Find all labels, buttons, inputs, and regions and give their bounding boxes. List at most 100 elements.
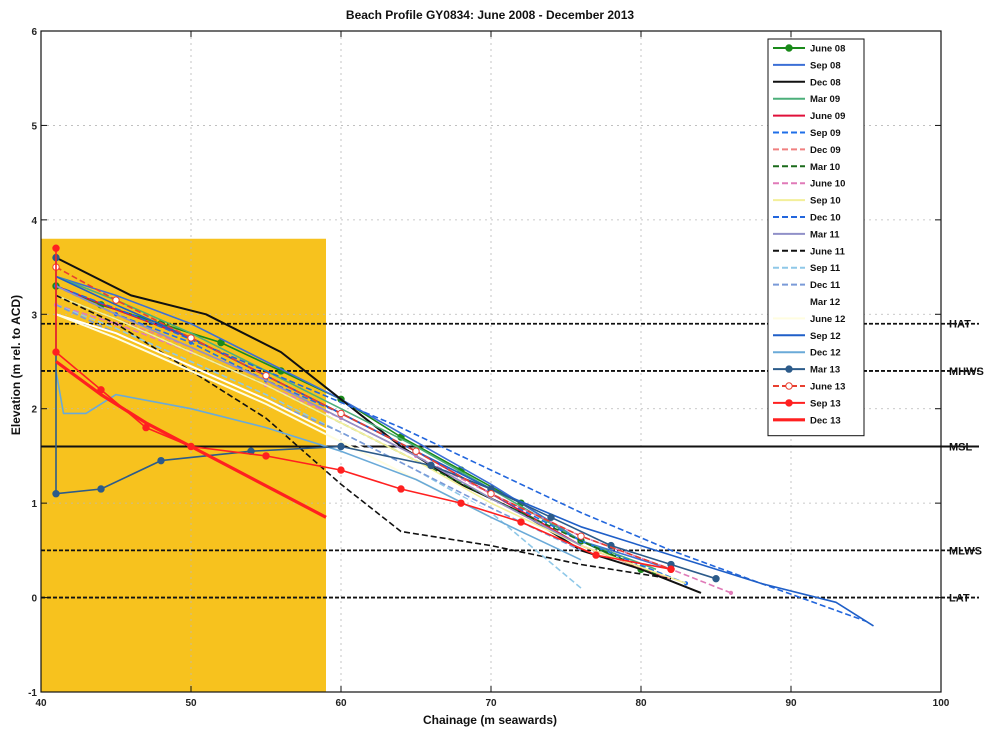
y-tick-label: 2 (31, 405, 37, 416)
series-sep-10 (55, 294, 687, 585)
series-mar-12 (55, 313, 492, 514)
series-dec-13 (55, 360, 327, 519)
legend-label-june-11: June 11 (810, 246, 846, 257)
series-point-june-13 (487, 490, 495, 498)
reference-label-msl: MSL (949, 441, 973, 453)
x-tick-label: 100 (933, 698, 950, 709)
series-mar-13 (52, 253, 720, 583)
y-tick-label: 5 (31, 121, 37, 132)
legend-label-mar-13: Mar 13 (810, 365, 840, 376)
series-line-mar-12 (55, 313, 492, 514)
legend-label-mar-10: Mar 10 (810, 162, 840, 173)
series-line-june-10 (55, 304, 732, 594)
series-line-mar-11 (55, 285, 582, 547)
series-line-sep-09 (55, 285, 687, 585)
series-point-june-13 (577, 532, 585, 540)
legend-item-dec-13: Dec 13 (773, 415, 841, 426)
x-tick-label: 90 (785, 698, 797, 709)
series-point-sep-13 (397, 485, 405, 493)
y-tick-label: 3 (31, 310, 37, 321)
legend-label-dec-11: Dec 11 (810, 280, 841, 291)
legend-item-june-10: June 10 (773, 179, 845, 190)
series-point-june-10 (728, 590, 734, 595)
x-tick-label: 70 (485, 698, 497, 709)
y-tick-label: -1 (28, 688, 37, 699)
series-line-sep-13 (55, 248, 672, 570)
legend-label-sep-10: Sep 10 (810, 196, 841, 207)
legend-label-mar-09: Mar 09 (810, 94, 840, 105)
legend-item-sep-13: Sep 13 (773, 398, 841, 409)
legend-item-sep-08: Sep 08 (773, 60, 841, 71)
legend-item-sep-10: Sep 10 (773, 196, 841, 207)
series-point-sep-13 (337, 466, 345, 474)
x-axis-label: Chainage (m seawards) (423, 713, 557, 727)
legend-label-sep-11: Sep 11 (810, 263, 841, 274)
beach-shaded-area (41, 238, 326, 692)
legend-label-june-09: June 09 (810, 111, 845, 122)
legend-label-june-13: June 13 (810, 382, 845, 393)
series-group (52, 244, 874, 627)
series-point-sep-13 (457, 499, 465, 507)
series-line-dec-11 (55, 304, 582, 552)
series-line-mar-09 (55, 275, 657, 570)
y-tick-label: 6 (31, 27, 37, 38)
legend-item-mar-10: Mar 10 (773, 162, 840, 173)
series-point-sep-13 (592, 551, 600, 559)
series-dec-10 (55, 285, 867, 622)
series-point-june-13 (112, 296, 120, 304)
legend-label-mar-11: Mar 11 (810, 229, 840, 240)
series-point-mar-13 (547, 513, 555, 522)
y-tick-label: 1 (31, 499, 37, 510)
series-point-june-13 (412, 447, 420, 455)
legend-item-sep-12: Sep 12 (773, 331, 841, 342)
legend-label-june-10: June 10 (810, 179, 845, 190)
legend-item-june-08: June 08 (773, 44, 845, 55)
legend-label-sep-08: Sep 08 (810, 60, 841, 71)
series-point-june-13 (337, 409, 345, 418)
series-dec-12 (55, 370, 582, 561)
y-tick-label: 4 (31, 216, 37, 227)
plot-area: HAT MHWS MSL MLWS LAT 40 50 60 70 80 90 100 -1 0 1 2 3 4 5… (28, 27, 984, 709)
reference-label-lat: LAT (949, 593, 970, 605)
legend-label-sep-13: Sep 13 (810, 398, 841, 409)
series-mar-09 (55, 275, 657, 570)
x-tick-label: 40 (35, 698, 47, 709)
series-line-dec-10 (55, 285, 867, 622)
reference-label-mhws: MHWS (949, 366, 984, 378)
legend-item-mar-11: Mar 11 (773, 229, 840, 240)
legend-label-mar-12: Mar 12 (810, 297, 840, 308)
series-point-june-13 (187, 334, 195, 342)
legend-item-june-09: June 09 (773, 111, 845, 122)
legend-item-dec-08: Dec 08 (773, 77, 841, 88)
legend-item-sep-09: Sep 09 (773, 128, 841, 139)
series-mar-11 (55, 285, 582, 547)
x-tick-label: 50 (185, 698, 197, 709)
legend-item-dec-12: Dec 12 (773, 348, 841, 359)
series-point-sep-13 (667, 565, 675, 573)
legend-label-june-12: June 12 (810, 314, 845, 325)
legend-item-june-13: June 13 (773, 382, 845, 393)
legend-label-dec-10: Dec 10 (810, 213, 841, 224)
legend-item-june-11: June 11 (773, 246, 846, 257)
y-axis-label: Elevation (m rel. to ACD) (9, 295, 23, 435)
legend-item-dec-11: Dec 11 (773, 280, 841, 291)
legend-label-dec-09: Dec 09 (810, 145, 841, 156)
y-tick-label: 0 (31, 594, 37, 605)
legend-item-dec-09: Dec 09 (773, 145, 841, 156)
series-point-mar-13 (157, 456, 165, 465)
legend-label-june-08: June 08 (810, 44, 845, 55)
chart-title: Beach Profile GY0834: June 2008 - Decemb… (346, 8, 634, 22)
legend-item-june-12: June 12 (773, 314, 845, 325)
legend-marker-mar-13 (785, 365, 793, 373)
series-line-dec-12 (55, 370, 582, 561)
tick-group: 40 50 60 70 80 90 100 -1 0 1 2 3 4 5 6 (28, 27, 950, 709)
legend-marker-june-13 (785, 382, 793, 390)
series-line-dec-13 (55, 360, 327, 519)
legend-item-mar-12: Mar 12 (773, 297, 840, 308)
legend-label-sep-09: Sep 09 (810, 128, 841, 139)
legend-marker-june-08 (785, 44, 793, 52)
reference-label-mlws: MLWS (949, 545, 982, 557)
series-point-sep-13 (262, 452, 270, 460)
legend-marker-sep-13 (785, 399, 793, 407)
